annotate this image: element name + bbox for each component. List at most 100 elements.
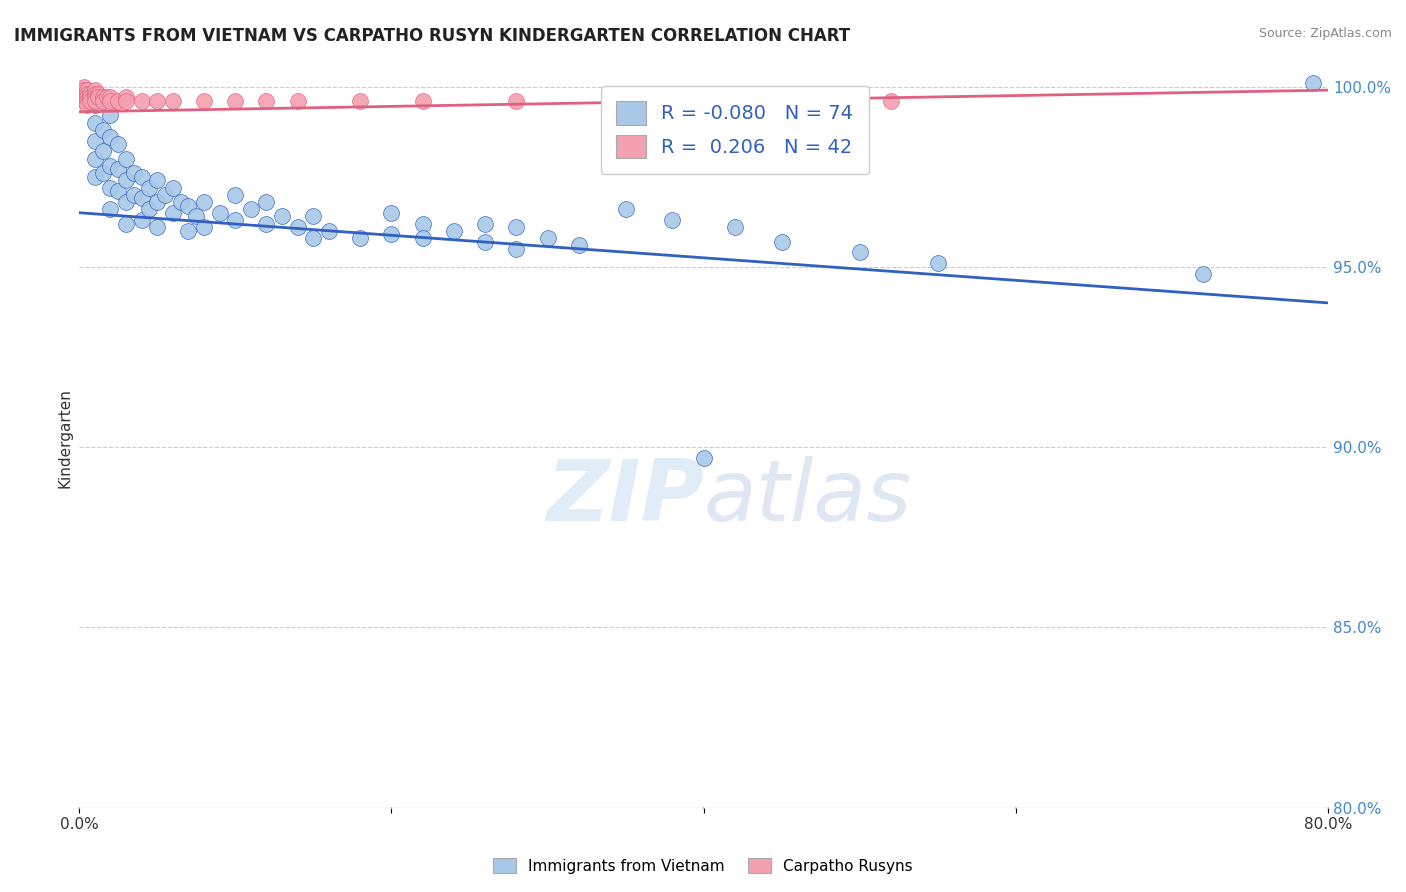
Point [98,202,121,216]
Point [83,87,105,101]
Point [692,450,714,465]
Point [256,194,278,209]
Point [91,145,114,159]
Point [83,90,105,104]
Point [76,97,98,112]
Point [122,187,145,202]
Point [162,180,184,194]
Point [146,94,169,108]
Point [505,242,527,256]
Point [76,83,98,97]
Point [287,220,309,235]
Point [927,256,949,270]
Point [73,79,96,94]
Point [661,213,683,227]
Point [131,191,153,205]
Point [76,90,98,104]
Legend: Immigrants from Vietnam, Carpatho Rusyns: Immigrants from Vietnam, Carpatho Rusyns [486,852,920,880]
Point [186,210,208,224]
Point [848,245,870,260]
Point [614,202,637,216]
Point [380,206,402,220]
Point [349,94,371,108]
Point [98,159,121,173]
Point [880,94,903,108]
Point [443,224,465,238]
Point [1192,267,1215,281]
Point [162,94,184,108]
Point [1302,76,1324,90]
Point [349,231,371,245]
Point [131,169,153,184]
Point [302,231,325,245]
Point [98,94,121,108]
Text: IMMIGRANTS FROM VIETNAM VS CARPATHO RUSYN KINDERGARTEN CORRELATION CHART: IMMIGRANTS FROM VIETNAM VS CARPATHO RUSY… [14,27,851,45]
Point [83,94,105,108]
Point [83,83,105,97]
Point [770,235,793,249]
Point [107,137,129,152]
Point [79,94,101,108]
Point [412,94,434,108]
Point [568,238,591,252]
Point [224,187,246,202]
Point [83,134,105,148]
Point [98,90,121,104]
Point [73,94,96,108]
Point [73,87,96,101]
Point [271,210,294,224]
Point [146,194,169,209]
Text: ZIP: ZIP [546,456,703,539]
Point [115,94,138,108]
Point [107,162,129,177]
Point [146,220,169,235]
Point [73,90,96,104]
Point [380,227,402,242]
Point [73,83,96,97]
Point [91,166,114,180]
Point [83,97,105,112]
Point [87,87,110,101]
Text: atlas: atlas [703,456,911,539]
Point [83,115,105,129]
Point [661,94,683,108]
Point [177,224,200,238]
Point [115,90,138,104]
Point [412,231,434,245]
Point [193,194,215,209]
Point [614,94,637,108]
Point [177,198,200,212]
Point [208,206,231,220]
Point [115,194,138,209]
Point [115,217,138,231]
Point [98,180,121,194]
Text: Source: ZipAtlas.com: Source: ZipAtlas.com [1258,27,1392,40]
Point [239,202,262,216]
Point [153,187,176,202]
Y-axis label: Kindergarten: Kindergarten [58,388,72,488]
Point [162,206,184,220]
Point [122,166,145,180]
Point [79,90,101,104]
Legend: R = -0.080   N = 74, R =  0.206   N = 42: R = -0.080 N = 74, R = 0.206 N = 42 [600,86,869,174]
Point [146,173,169,187]
Point [83,169,105,184]
Point [536,231,558,245]
Point [505,220,527,235]
Point [107,94,129,108]
Point [193,94,215,108]
Point [817,94,839,108]
Point [115,173,138,187]
Point [724,94,747,108]
Point [131,213,153,227]
Point [96,90,118,104]
Point [256,217,278,231]
Point [115,152,138,166]
Point [474,217,496,231]
Point [193,220,215,235]
Point [107,184,129,198]
Point [138,202,160,216]
Point [318,224,340,238]
Point [138,180,160,194]
Point [224,213,246,227]
